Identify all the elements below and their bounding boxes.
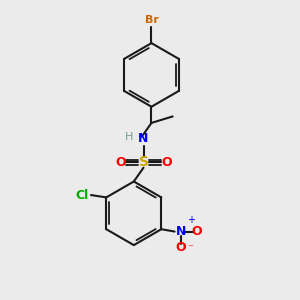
Text: N: N [176,225,186,238]
Text: O: O [115,156,126,169]
Text: H: H [124,132,133,142]
Text: S: S [139,155,148,170]
Text: O: O [191,225,202,238]
Text: N: N [138,132,149,145]
Text: +: + [187,215,195,225]
Text: O: O [176,241,186,254]
Text: ⁻: ⁻ [188,243,194,253]
Text: O: O [161,156,172,169]
Text: Br: Br [145,15,158,25]
Text: Cl: Cl [75,188,88,202]
